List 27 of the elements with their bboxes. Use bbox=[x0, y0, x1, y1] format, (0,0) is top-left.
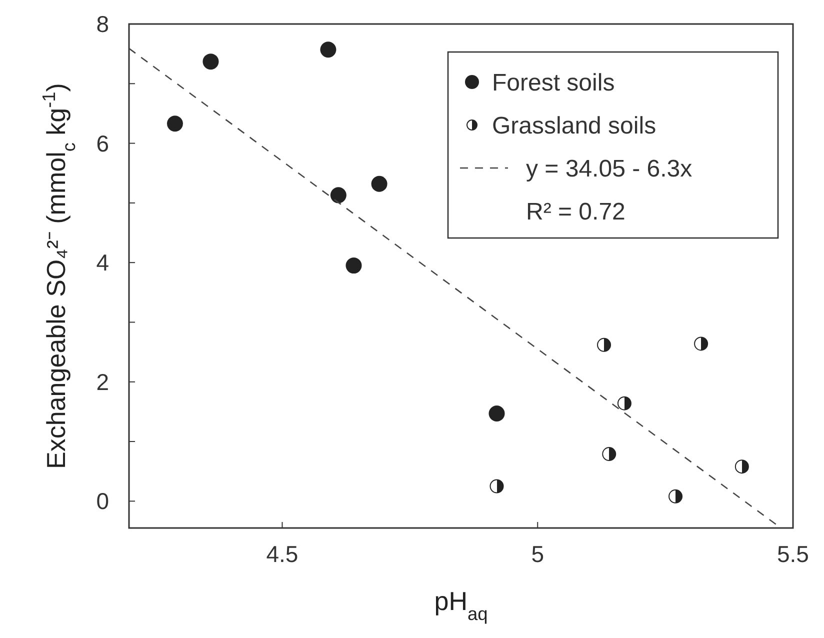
point bbox=[346, 258, 362, 274]
x-tick-label: 5 bbox=[531, 541, 544, 567]
point bbox=[330, 187, 346, 204]
legend-label: Grassland soils bbox=[492, 112, 656, 140]
point bbox=[617, 396, 632, 410]
x-tick-label: 4.5 bbox=[266, 541, 298, 567]
point bbox=[668, 489, 683, 504]
y-tick-label: 6 bbox=[96, 130, 109, 156]
point bbox=[602, 447, 616, 462]
y-tick-label: 0 bbox=[96, 488, 109, 514]
point bbox=[597, 338, 612, 352]
legend-label: Forest soils bbox=[492, 69, 615, 96]
point bbox=[320, 42, 336, 58]
y-tick-label: 4 bbox=[96, 250, 110, 276]
point bbox=[490, 479, 504, 494]
point bbox=[694, 336, 708, 351]
point bbox=[202, 54, 219, 70]
point bbox=[371, 176, 388, 192]
x-tick-label: 5.5 bbox=[777, 541, 809, 567]
y-tick-label: 8 bbox=[96, 11, 109, 38]
annotation: R² = 0.72 bbox=[526, 198, 626, 226]
point bbox=[166, 116, 183, 132]
x-axis-title: pH$_{aq}$ bbox=[434, 586, 488, 624]
legend-label: y = 34.05 - 6.3x bbox=[526, 155, 692, 182]
point bbox=[488, 405, 505, 422]
point bbox=[734, 460, 749, 474]
y-tick-label: 2 bbox=[96, 368, 109, 395]
